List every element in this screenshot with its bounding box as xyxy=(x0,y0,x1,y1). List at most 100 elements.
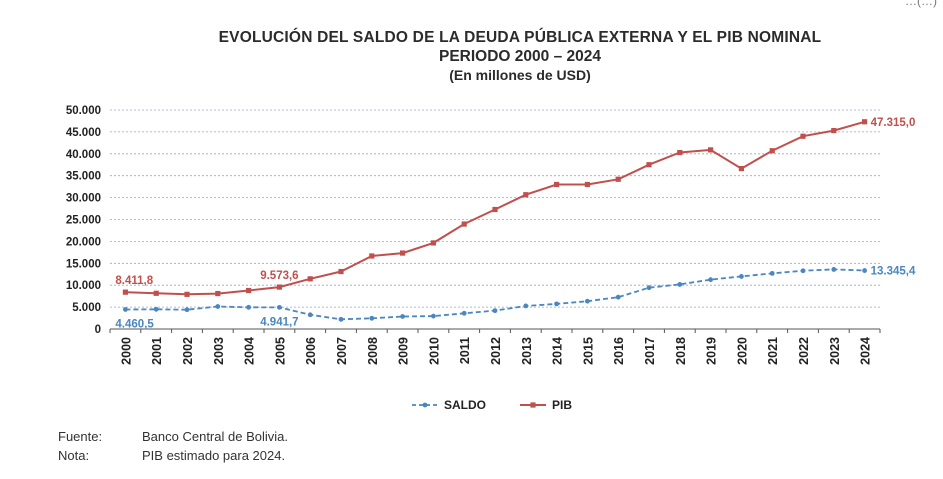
data-point-saldo xyxy=(215,304,221,309)
x-tick-label: 2022 xyxy=(797,337,811,365)
x-tick-label: 2006 xyxy=(304,337,318,365)
x-tick-label: 2021 xyxy=(766,337,780,365)
data-point-pib xyxy=(307,276,313,282)
data-point-pib xyxy=(554,181,560,188)
note-source-label: Fuente: xyxy=(58,429,103,444)
note-remark-text: PIB estimado para 2024. xyxy=(142,448,286,463)
data-point-saldo xyxy=(554,301,559,307)
data-point-pib xyxy=(153,290,159,296)
x-tick-label: 2008 xyxy=(366,337,380,365)
x-tick-label: 2017 xyxy=(643,337,657,365)
y-tick-label: 50.000 xyxy=(66,105,101,117)
x-tick-label: 2016 xyxy=(612,337,626,365)
x-tick-label: 2002 xyxy=(181,337,195,365)
y-tick-label: 10.000 xyxy=(66,280,101,292)
data-label-saldo: 4.460,5 xyxy=(115,318,154,330)
legend-marker-pib xyxy=(530,402,536,408)
data-point-saldo xyxy=(739,274,744,279)
x-tick-label: 2000 xyxy=(119,337,133,365)
x-tick-label: 2001 xyxy=(150,337,164,365)
data-point-pib xyxy=(615,176,621,182)
y-tick-label: 5.000 xyxy=(72,302,101,314)
y-tick-label: 20.000 xyxy=(66,236,101,248)
x-tick-label: 2010 xyxy=(427,337,441,365)
legend-marker-saldo xyxy=(422,402,428,408)
data-point-saldo xyxy=(646,285,652,291)
x-tick-label: 2018 xyxy=(674,337,688,365)
data-label-pib: 47.315,0 xyxy=(871,117,916,129)
data-point-pib xyxy=(646,162,652,168)
data-point-saldo xyxy=(831,267,837,272)
data-point-pib xyxy=(738,165,744,172)
y-tick-label: 30.000 xyxy=(66,193,101,205)
data-point-pib xyxy=(708,147,714,153)
data-point-saldo xyxy=(523,303,529,309)
data-point-saldo xyxy=(492,308,498,314)
x-tick-label: 2023 xyxy=(828,337,842,365)
data-point-saldo xyxy=(307,312,313,318)
data-point-pib xyxy=(369,253,375,259)
data-point-pib xyxy=(584,181,590,188)
data-point-pib xyxy=(246,287,252,294)
data-point-pib xyxy=(492,206,498,213)
data-point-saldo xyxy=(862,268,867,273)
data-point-saldo xyxy=(369,315,375,321)
data-point-pib xyxy=(184,291,190,297)
y-tick-label: 15.000 xyxy=(66,258,101,270)
data-point-pib xyxy=(831,127,837,134)
x-tick-label: 2019 xyxy=(705,337,719,365)
data-label-saldo: 4.941,7 xyxy=(260,316,298,328)
data-point-saldo xyxy=(431,313,436,319)
x-tick-label: 2012 xyxy=(489,337,503,365)
data-point-pib xyxy=(677,149,683,156)
chart-subtitle: PERIODO 2000 – 2024 xyxy=(439,48,601,65)
x-tick-label: 2004 xyxy=(243,337,257,365)
x-tick-label: 2015 xyxy=(581,337,595,365)
data-point-saldo xyxy=(461,310,467,316)
legend-label-saldo: SALDO xyxy=(444,398,486,412)
data-point-pib xyxy=(400,250,406,256)
data-point-saldo xyxy=(153,306,159,312)
y-tick-label: 25.000 xyxy=(66,215,101,227)
x-tick-label: 2005 xyxy=(273,337,287,365)
data-point-pib xyxy=(523,192,529,198)
data-point-saldo xyxy=(277,304,282,310)
corner-fragment: …(…) xyxy=(905,0,937,8)
x-tick-label: 2009 xyxy=(397,337,411,365)
chart-title: EVOLUCIÓN DEL SALDO DE LA DEUDA PÚBLICA … xyxy=(218,29,822,46)
data-point-pib xyxy=(430,240,436,246)
data-point-pib xyxy=(800,133,806,139)
y-tick-label: 40.000 xyxy=(66,149,101,161)
data-label-pib: 9.573,6 xyxy=(260,270,298,282)
x-tick-label: 2003 xyxy=(212,337,226,365)
note-source: Fuente: Banco Central de Bolivia. xyxy=(58,427,288,446)
data-label-saldo: 13.345,4 xyxy=(871,266,916,278)
legend-label-pib: PIB xyxy=(552,398,572,412)
data-point-saldo xyxy=(677,282,683,287)
chart-notes: Fuente: Banco Central de Bolivia. Nota: … xyxy=(58,427,288,465)
data-point-saldo xyxy=(769,270,775,276)
data-point-pib xyxy=(215,290,221,297)
chart-units: (En millones de USD) xyxy=(449,67,591,83)
x-tick-label: 2007 xyxy=(335,337,349,365)
data-point-saldo xyxy=(585,298,590,304)
data-point-saldo xyxy=(338,316,344,322)
x-tick-label: 2024 xyxy=(859,337,873,365)
data-point-saldo xyxy=(800,268,806,274)
data-point-pib xyxy=(338,268,344,275)
y-tick-label: 45.000 xyxy=(66,127,101,139)
data-point-saldo xyxy=(184,307,190,313)
note-source-text: Banco Central de Bolivia. xyxy=(142,429,288,444)
note-remark-label: Nota: xyxy=(58,448,90,463)
data-label-pib: 8.411,8 xyxy=(115,275,153,287)
data-point-saldo xyxy=(400,314,405,319)
x-tick-label: 2011 xyxy=(458,337,472,364)
chart-title-block: EVOLUCIÓN DEL SALDO DE LA DEUDA PÚBLICA … xyxy=(200,28,840,85)
y-tick-label: 0 xyxy=(95,324,101,336)
x-tick-label: 2020 xyxy=(735,337,749,365)
data-point-pib xyxy=(122,289,128,295)
data-point-pib xyxy=(461,221,467,227)
data-point-saldo xyxy=(123,307,128,312)
data-point-pib xyxy=(276,284,282,290)
